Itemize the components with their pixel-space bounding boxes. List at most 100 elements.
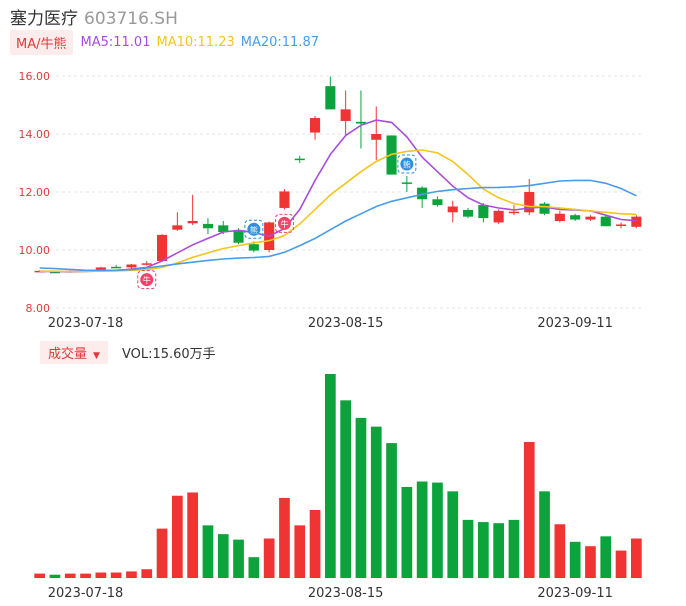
- volume-bar: [340, 400, 352, 578]
- volume-bar: [294, 525, 306, 578]
- candle-body: [111, 266, 122, 269]
- volume-bar: [95, 572, 107, 578]
- volume-bar: [447, 491, 459, 578]
- bear-marker-label: 熊: [403, 160, 411, 170]
- candle-body: [493, 210, 504, 223]
- x-tick-label: 2023-08-15: [308, 586, 384, 601]
- candle-body: [95, 267, 106, 270]
- bear-marker-label: 熊: [250, 225, 258, 235]
- volume-bar: [171, 495, 183, 578]
- ma-indicator-tab[interactable]: MA/牛熊: [10, 29, 73, 55]
- volume-date-axis: 2023-07-18 2023-08-15 2023-09-11: [48, 586, 613, 601]
- volume-value: VOL:15.60万手: [121, 346, 216, 362]
- volume-bar: [523, 442, 535, 578]
- candle-body: [371, 134, 382, 140]
- volume-bar: [141, 569, 153, 578]
- volume-bar: [324, 374, 336, 578]
- candle-body: [585, 216, 596, 220]
- volume-bar: [80, 573, 91, 578]
- candle-body: [616, 224, 627, 226]
- candle-body: [279, 191, 290, 208]
- price-grid: [32, 75, 644, 309]
- candle-body: [157, 234, 168, 262]
- volume-bar: [355, 417, 367, 578]
- candle-body: [218, 225, 229, 233]
- bull-marker-label: 牛: [143, 275, 151, 285]
- candle-body: [401, 182, 412, 184]
- candle-body: [570, 215, 581, 220]
- volume-bar: [630, 538, 642, 578]
- volume-bar: [156, 528, 168, 578]
- candle-body: [340, 109, 351, 121]
- candle-body: [463, 209, 474, 217]
- bull-marker-label: 牛: [280, 219, 288, 229]
- stock-name: 塞力医疗: [10, 9, 78, 29]
- stock-title: 塞力医疗 603716.SH: [10, 4, 178, 29]
- bear-marker-icon: [247, 222, 261, 236]
- candle-body: [600, 216, 611, 227]
- dropdown-triangle-icon: ▼: [93, 350, 100, 361]
- volume-bar: [600, 536, 612, 578]
- candle-body: [631, 216, 642, 227]
- bull-marker-frame: [137, 270, 157, 290]
- ma10-line: [39, 149, 637, 273]
- candle-body: [49, 271, 60, 274]
- candle-body: [233, 231, 244, 243]
- volume-bar: [569, 541, 581, 578]
- volume-bar: [615, 550, 627, 578]
- x-tick-label: 2023-07-18: [48, 316, 124, 331]
- candle-body: [248, 244, 259, 251]
- volume-bar: [386, 443, 397, 578]
- volume-bar: [187, 492, 199, 578]
- y-tick-label: 10.00: [19, 244, 51, 257]
- y-tick-label: 14.00: [19, 128, 51, 141]
- volume-bar: [202, 525, 214, 578]
- moving-average-lines: [39, 119, 637, 273]
- volume-tag-label: 成交量: [48, 346, 88, 362]
- volume-indicator-dropdown[interactable]: 成交量 ▼: [40, 340, 108, 364]
- volume-bars: [34, 374, 642, 578]
- volume-bar: [279, 497, 290, 578]
- volume-legend: 成交量 ▼ VOL:15.60万手: [40, 340, 216, 364]
- candle-body: [539, 203, 550, 214]
- volume-bar: [217, 534, 229, 578]
- candle-body: [325, 86, 336, 110]
- candle-body: [202, 223, 213, 229]
- volume-bar: [233, 539, 244, 578]
- y-tick-label: 16.00: [19, 70, 51, 83]
- volume-bar: [263, 538, 275, 578]
- volume-bar: [539, 491, 550, 578]
- candle-body: [524, 192, 535, 213]
- x-tick-label: 2023-08-15: [308, 316, 384, 331]
- ma5-label: MA5:11.01: [80, 34, 151, 50]
- volume-bar: [493, 523, 505, 578]
- bear-marker-frame: [244, 219, 264, 239]
- x-tick-label: 2023-09-11: [537, 316, 613, 331]
- volume-bar: [49, 574, 61, 578]
- x-tick-label: 2023-09-11: [537, 586, 613, 601]
- volume-bar: [309, 510, 321, 578]
- candle-body: [447, 206, 458, 213]
- volume-bar: [508, 519, 520, 578]
- volume-bar: [401, 486, 413, 578]
- ma-legend: MA/牛熊 MA5:11.01 MA10:11.23 MA20:11.87: [10, 29, 325, 55]
- candle-body: [187, 221, 198, 224]
- volume-bar: [34, 573, 46, 578]
- candle-body: [432, 199, 443, 206]
- bull-marker-icon: [277, 216, 291, 230]
- stock-code: 603716.SH: [84, 9, 178, 29]
- y-tick-label: 8.00: [26, 302, 51, 315]
- candlestick-series: [34, 76, 642, 274]
- candle-body: [141, 263, 152, 265]
- bull-marker-frame: [274, 213, 294, 233]
- ma10-label: MA10:11.23: [156, 34, 235, 50]
- volume-bar: [64, 573, 76, 578]
- volume-bar: [462, 519, 474, 578]
- candle-body: [478, 205, 489, 219]
- y-tick-label: 12.00: [19, 186, 51, 199]
- price-axis: 16.00 14.00 12.00 10.00 8.00: [19, 70, 51, 315]
- candle-body: [417, 187, 428, 200]
- bull-marker-icon: [140, 273, 154, 287]
